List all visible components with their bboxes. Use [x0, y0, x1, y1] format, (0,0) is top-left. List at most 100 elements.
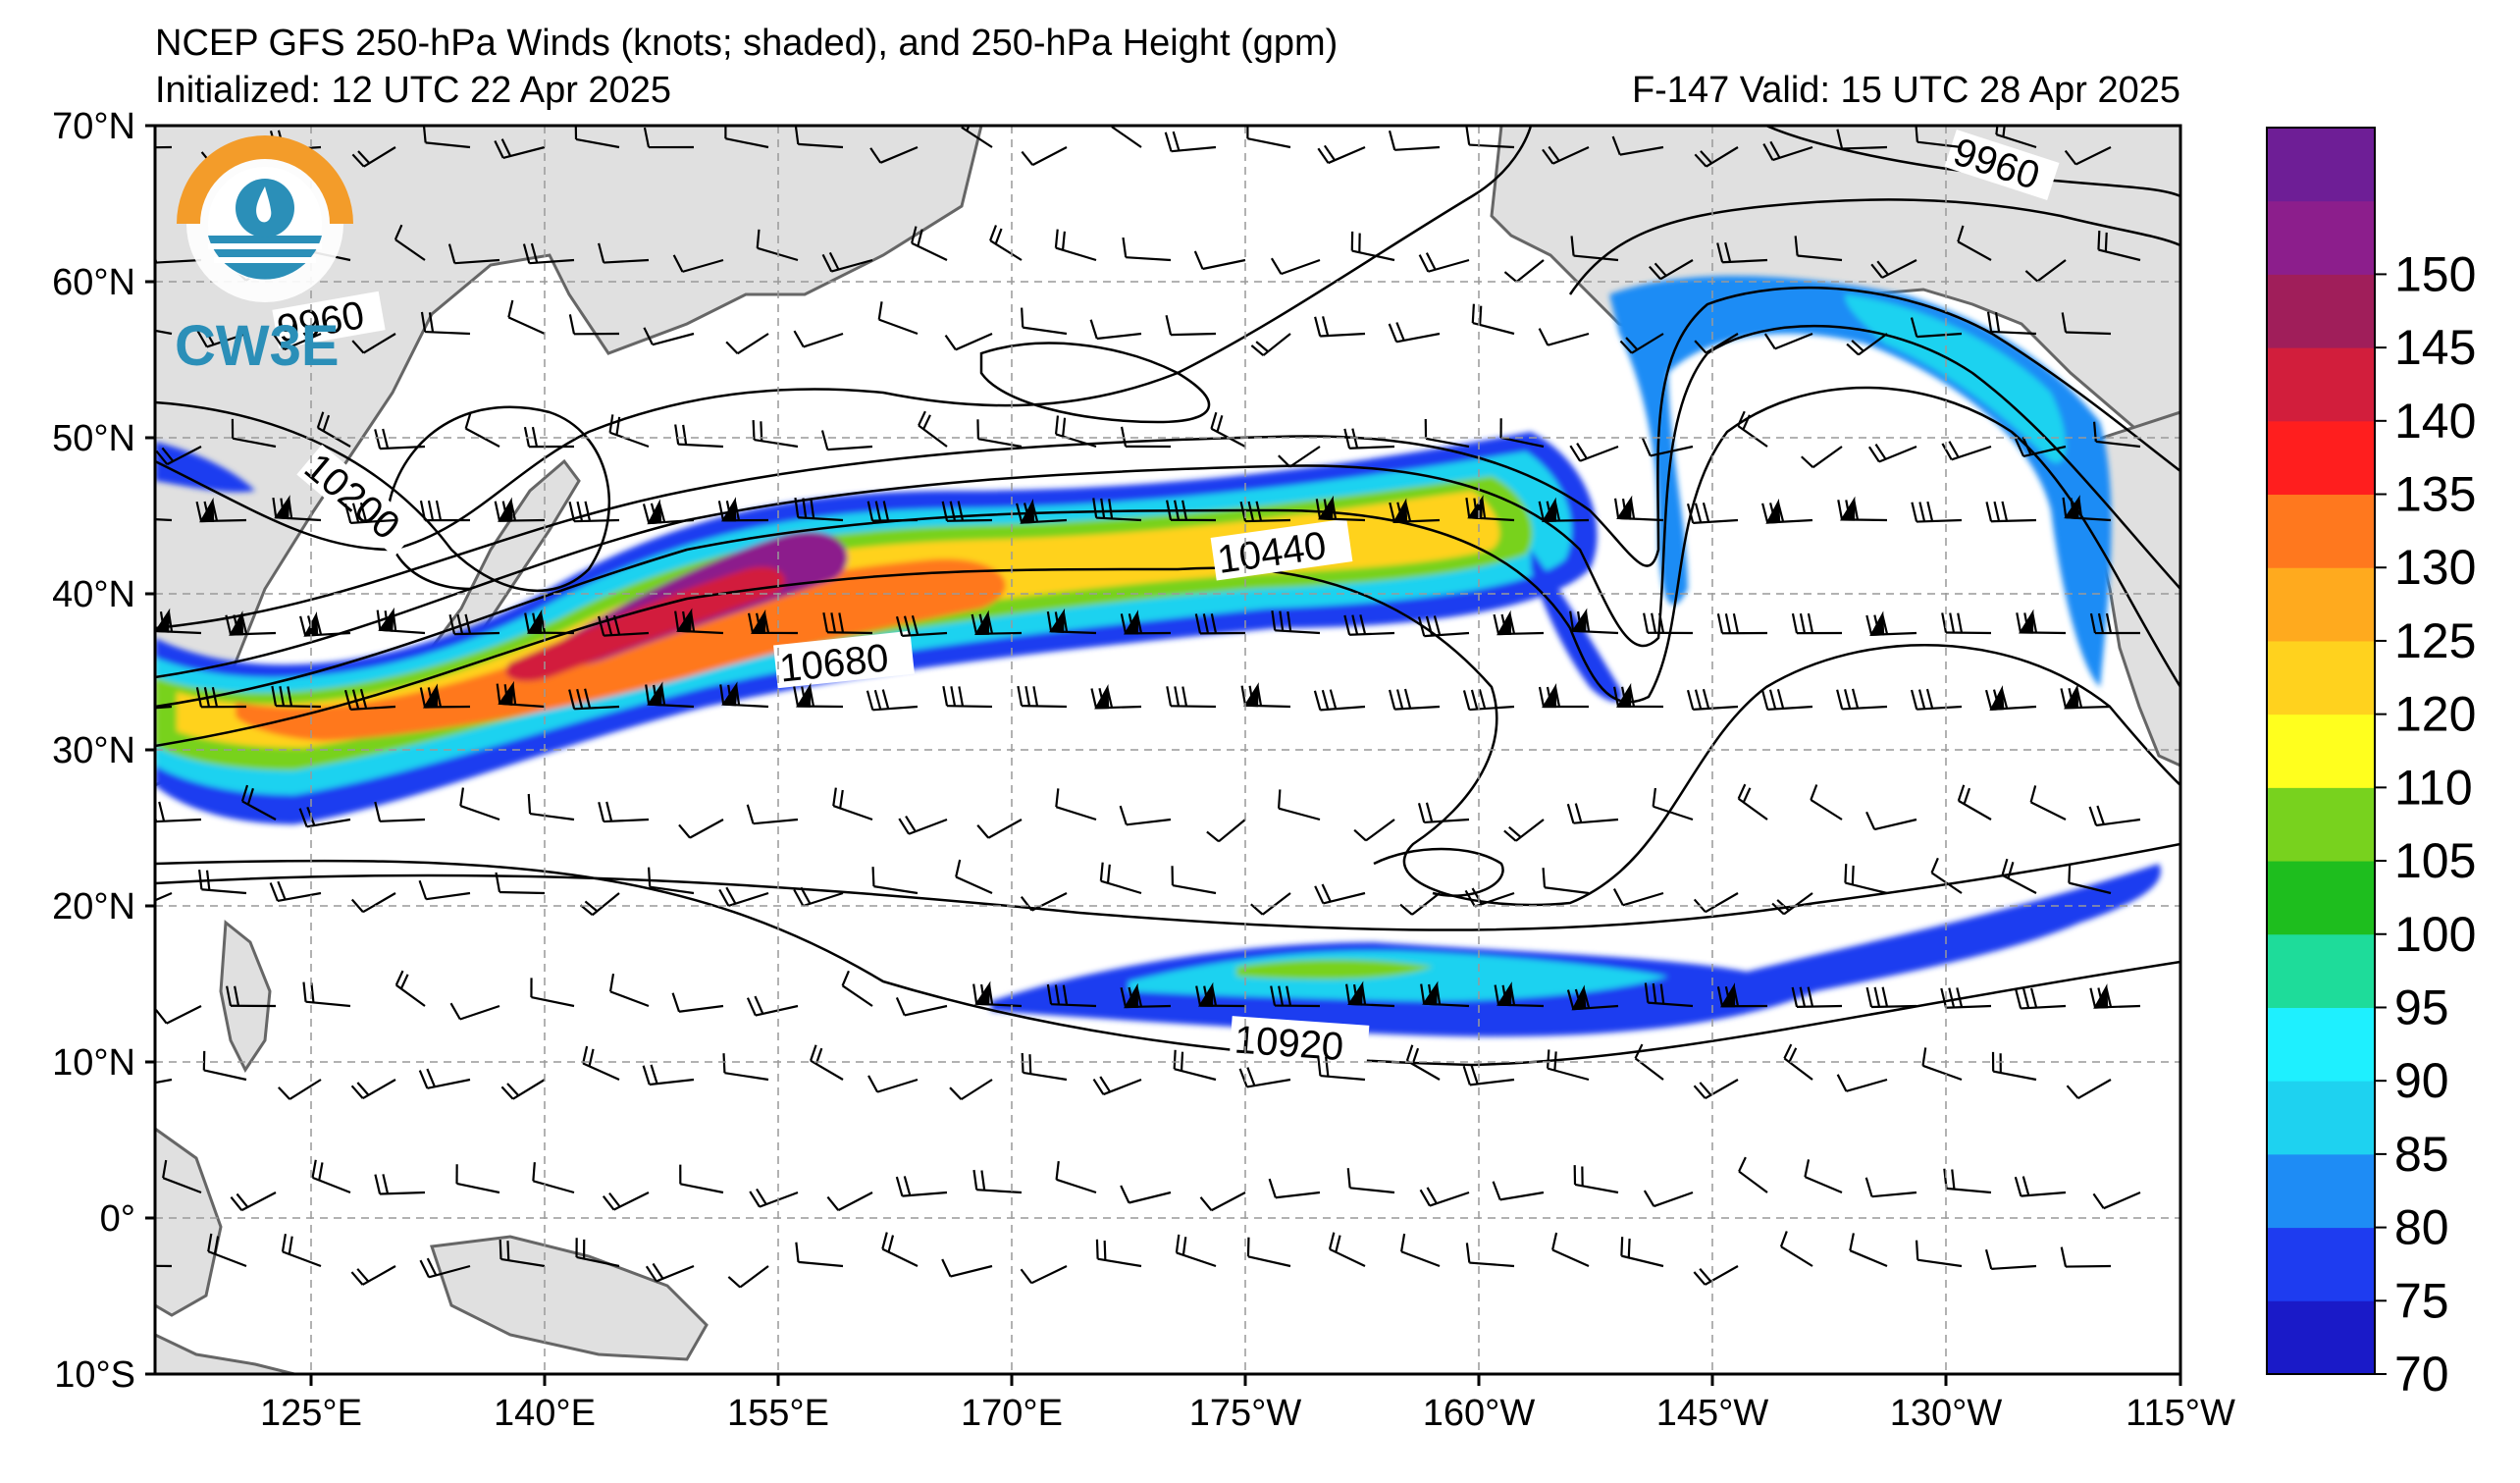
wind-barb: [1911, 688, 1963, 711]
colorbar-tick-label: 105: [2394, 833, 2476, 888]
wind-barb: [1542, 145, 1590, 165]
valid-time: F-147 Valid: 15 UTC 28 Apr 2025: [1631, 70, 2180, 111]
colorbar-segment: [2267, 714, 2375, 788]
colorbar-segment: [2267, 420, 2375, 496]
wind-barb: [350, 892, 396, 914]
wind-barb: [941, 501, 993, 522]
new-guinea-island: [429, 1235, 709, 1361]
wind-barb: [522, 242, 575, 265]
wind-barb: [1090, 684, 1142, 710]
lat-label-0: 0°: [100, 1198, 135, 1240]
wind-barb: [647, 867, 695, 895]
wind-barb: [826, 1192, 873, 1212]
wind-barb: [2014, 1176, 2067, 1197]
wind-barb: [1910, 317, 1963, 339]
wind-barb: [2015, 436, 2067, 457]
colorbar-segment: [2267, 1300, 2375, 1375]
colorbar-segment: [2267, 787, 2375, 862]
wind-barb: [281, 1233, 322, 1268]
wind-barb: [1986, 311, 2037, 336]
colorbar-segment: [2267, 347, 2375, 422]
wind-barb: [343, 502, 396, 524]
wind-barb: [866, 689, 919, 712]
lat-lon-grid: [155, 126, 2180, 1374]
colorbar-segment: [2267, 933, 2375, 1008]
wind-barb: [645, 1262, 695, 1283]
wind-barb: [1120, 1185, 1172, 1204]
wind-barb: [1865, 610, 1917, 636]
wind-barb: [1779, 1231, 1813, 1267]
wind-barb: [1317, 144, 1366, 165]
wind-barb: [1738, 1156, 1768, 1193]
wind-barb: [343, 688, 396, 711]
wind-barb: [795, 1242, 844, 1268]
lon-label-140e: 140°E: [494, 1393, 596, 1434]
wind-barb: [419, 500, 471, 522]
wind-barb: [643, 127, 695, 149]
wind-barb: [1270, 985, 1321, 1008]
wind-barb: [642, 499, 695, 525]
wind-barb: [2060, 683, 2112, 710]
wind-barb: [1957, 225, 1992, 261]
wind-barb: [351, 146, 396, 168]
wind-barb: [1417, 802, 1470, 824]
wind-barb: [207, 1233, 247, 1268]
wind-barb: [568, 688, 620, 711]
wind-barb: [1836, 129, 1888, 150]
alaska-jet-inner: [1845, 294, 2066, 463]
wind-barb: [1570, 236, 1619, 262]
wind-barb: [895, 1176, 948, 1197]
wind-barb: [881, 1232, 919, 1267]
wind-barb: [1566, 803, 1619, 824]
wind-barb: [1206, 819, 1246, 843]
wind-barb: [1166, 686, 1217, 709]
wind-barb: [1837, 496, 1888, 522]
colorbar-segment: [2267, 494, 2375, 568]
wind-barb: [1092, 498, 1142, 522]
colorbar-tick-label: 130: [2394, 540, 2476, 595]
wind-barb: [1343, 614, 1395, 636]
wind-barb: [1499, 418, 1545, 449]
wind-barb: [1569, 608, 1619, 635]
wind-barb: [1915, 126, 1963, 149]
wind-barb: [269, 880, 322, 903]
wind-barb: [1089, 319, 1142, 341]
wind-barb: [1984, 1248, 2037, 1270]
wind-barb: [195, 686, 247, 709]
wind-barb: [1716, 612, 1768, 635]
wind-barb: [1418, 252, 1470, 273]
wind-barb: [2029, 785, 2067, 821]
wind-barb: [582, 1045, 620, 1082]
wind-barb: [1277, 789, 1321, 821]
wind-barb: [1783, 1043, 1813, 1081]
wind-barb: [1021, 307, 1068, 336]
wind-barb: [1119, 805, 1172, 826]
wind-barb: [198, 869, 247, 895]
wind-barb: [302, 981, 351, 1008]
wind-barb: [1199, 1192, 1246, 1212]
wind-barb: [1388, 130, 1441, 151]
wind-barb: [1762, 140, 1813, 162]
wind-barb: [1911, 501, 1963, 523]
colorbar-segment: [2267, 1227, 2375, 1301]
wind-barb: [1611, 135, 1664, 156]
wind-barb: [418, 879, 471, 901]
wind-barb: [278, 1079, 322, 1100]
wind-barb: [1870, 259, 1917, 279]
wind-barb: [748, 609, 799, 635]
wind-barb: [1915, 1240, 1963, 1268]
wind-barb: [1763, 332, 1813, 350]
wind-barb: [394, 970, 426, 1007]
wind-barb: [1346, 1168, 1395, 1194]
wind-barb: [351, 333, 396, 354]
wind-barb: [1494, 981, 1545, 1008]
wind-barb: [793, 682, 844, 709]
logo-text: CW3E: [175, 314, 340, 378]
wind-barb: [679, 1164, 724, 1194]
wind-barb: [225, 610, 277, 636]
chart-title: NCEP GFS 250-hPa Winds (knots; shaded), …: [155, 23, 1339, 64]
wind-barb: [523, 426, 575, 449]
wind-barb: [202, 1050, 247, 1082]
wind-barb: [1737, 783, 1768, 821]
map-area: 9960 9960 10200 10440 10680 10920: [155, 126, 2180, 1374]
